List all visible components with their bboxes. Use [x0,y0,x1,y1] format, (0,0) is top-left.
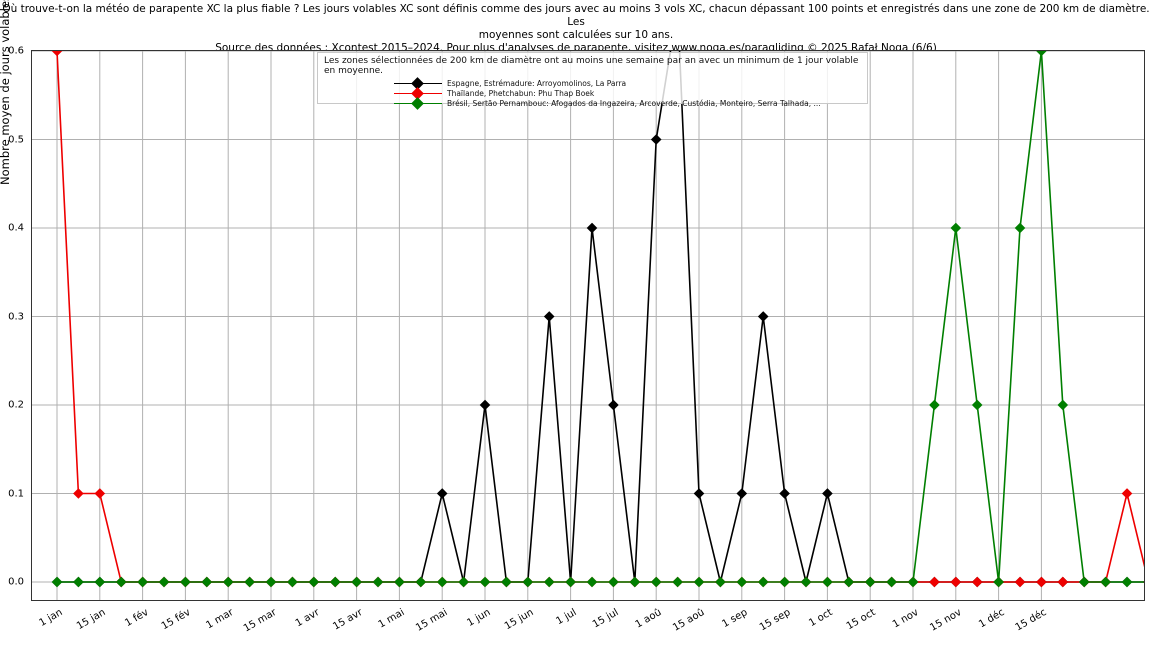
caption-line-1: Où trouve-t-on la météo de parapente XC … [2,3,1150,28]
y-tick-label: 0.6 [8,45,24,57]
legend-entry: Brésil, Sertão Pernambouc: Afogados da I… [322,96,863,110]
chart-legend: Les zones sélectionnées de 200 km de dia… [317,52,868,110]
legend-marker-icon [394,76,442,90]
plot-area [31,50,1145,601]
legend-marker-icon [394,86,442,100]
x-axis-tick-labels: 1 jan 15 jan 1 fév 15 fév 1 mar 15 mar 1 avr 15… [31,601,1145,648]
y-axis-tick-labels: 0.0 0.1 0.2 0.3 0.4 0.5 0.6 [0,46,31,601]
legend-entry-label: Brésil, Sertão Pernambouc: Afogados da I… [447,98,821,108]
y-tick-label: 0.1 [8,488,24,499]
legend-entry: Thaïlande, Phetchabun: Phu Thap Boek [322,86,863,100]
figure-caption: Où trouve-t-on la météo de parapente XC … [0,0,1152,55]
caption-line-2: moyennes sont calculées sur 10 ans. [478,29,674,41]
y-tick-label: 0.5 [8,134,24,145]
grid-layer [32,51,1144,600]
y-tick-label: 0.0 [8,576,24,588]
legend-marker-icon [394,96,442,110]
y-tick-label: 0.4 [8,222,24,234]
legend-title: Les zones sélectionnées de 200 km de dia… [324,56,859,76]
legend-entry: Espagne, Estrémadure: Arroyomolinos, La … [322,76,863,90]
y-tick-label: 0.3 [8,311,24,322]
legend-entry-label: Espagne, Estrémadure: Arroyomolinos, La … [447,78,627,88]
y-tick-label: 0.2 [8,399,24,411]
legend-entry-label: Thaïlande, Phetchabun: Phu Thap Boek [447,88,595,98]
data-layer [51,51,1144,588]
legend-entries: Espagne, Estrémadure: Arroyomolinos, La … [322,76,863,110]
